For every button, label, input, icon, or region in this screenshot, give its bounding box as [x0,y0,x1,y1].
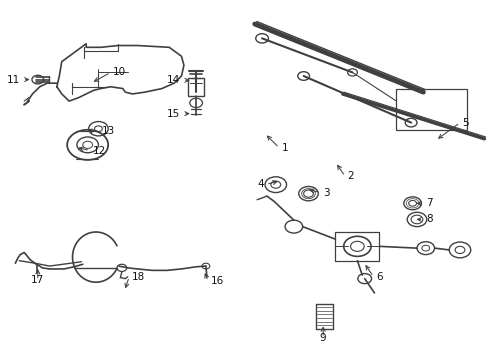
Text: 16: 16 [211,276,224,286]
Text: 2: 2 [347,171,354,181]
Text: 7: 7 [426,198,432,208]
Text: 4: 4 [257,179,264,189]
Text: 8: 8 [426,215,432,224]
Text: 9: 9 [320,333,326,343]
Text: 18: 18 [132,272,145,282]
Text: 10: 10 [113,67,126,77]
Text: 6: 6 [376,272,383,282]
Text: 13: 13 [101,126,115,136]
Text: 15: 15 [167,109,180,119]
Text: 14: 14 [167,75,180,85]
Text: 3: 3 [323,188,330,198]
Text: 5: 5 [463,118,469,128]
Text: 11: 11 [7,75,20,85]
Text: 1: 1 [282,143,288,153]
Text: 12: 12 [93,145,106,156]
Text: 17: 17 [31,275,45,285]
